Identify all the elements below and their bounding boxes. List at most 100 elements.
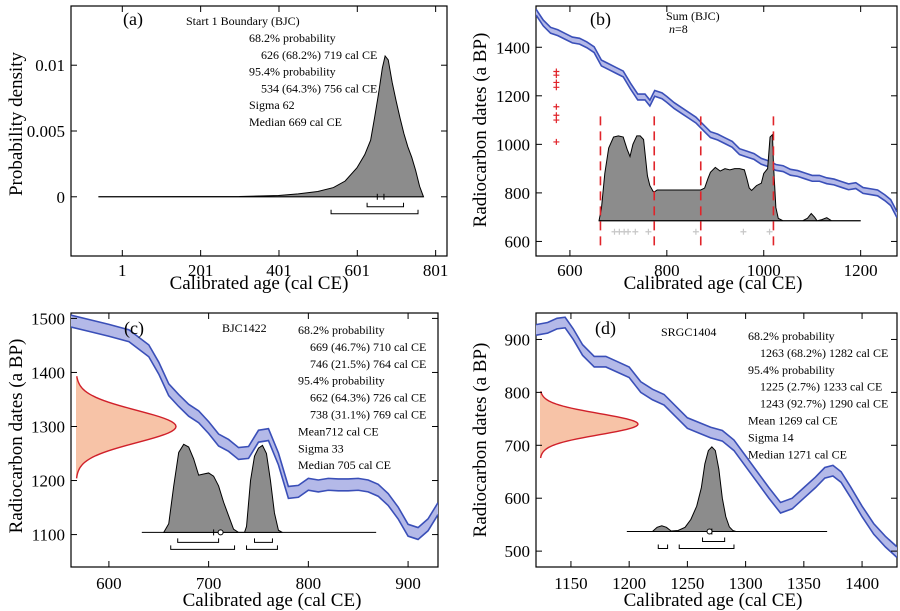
panel-d-annotation-line: Mean 1269 cal CE — [748, 414, 838, 428]
panel-c-calibration-lower — [71, 326, 438, 541]
panel-d-annotation-line: 1225 (2.7%) 1233 cal CE — [760, 380, 882, 394]
panel-d-annotation-line: 1263 (68.2%) 1282 cal CE — [760, 346, 888, 360]
panel-a-title: Start 1 Boundary (BJC) — [186, 14, 300, 28]
panel-d-measured-date-curve — [539, 391, 639, 459]
panel-b-date-marker — [553, 79, 560, 86]
panel-a: 1 201 401 601 801 0 0.005 0.01 (a) Start 1 Boun… — [6, 5, 449, 294]
panel-d-title: SRGC1404 — [661, 325, 716, 339]
panel-b-y-tick-label: 1000 — [496, 135, 530, 154]
panel-b-x-tick-label: 1200 — [844, 261, 878, 280]
panel-c-95-range — [170, 545, 236, 550]
panel-d-calibration-band — [536, 317, 897, 558]
panel-a-annotation-line: Sigma 62 — [249, 98, 295, 112]
panel-d-calibration-lower — [536, 326, 897, 559]
panel-b-tag: (b) — [590, 9, 611, 30]
panel-b-date-marker — [553, 112, 560, 119]
panel-c-annotation-line: 738 (31.1%) 769 cal CE — [310, 408, 426, 422]
panel-d-x-tick-label: 1300 — [729, 574, 763, 593]
panel-c-tag: (c) — [124, 318, 144, 339]
panel-a-x-tick-label: 401 — [266, 261, 292, 280]
panel-b: 600 800 1000 1200 600 800 1000 1200 1400 (b) Sum… — [470, 5, 898, 294]
panel-b-range-marker — [625, 228, 632, 235]
panel-c-annotation-line: 669 (46.7%) 710 cal CE — [310, 340, 426, 354]
panel-b-date-marker — [553, 138, 560, 145]
panel-c-clipped — [71, 314, 438, 550]
panel-d-x-tick-label: 1200 — [612, 574, 646, 593]
panel-c: 600 700 800 900 1100 1200 1300 1400 1500 (c) BJC… — [6, 309, 439, 611]
panel-b-date-marker — [553, 68, 560, 75]
panel-c-x-tick-label: 800 — [296, 574, 322, 593]
panel-c-annotation-line: 95.4% probability — [298, 374, 385, 388]
panel-d-95-range — [657, 544, 669, 550]
panel-b-title: Sum (BJC) — [666, 9, 720, 23]
panel-b-x-tick-label: 1000 — [747, 261, 781, 280]
panel-d-y-tick-label: 900 — [505, 330, 531, 349]
panel-b-y-axis-title: Radiocarbon dates (a BP) — [470, 33, 491, 228]
panel-d-68-range — [702, 537, 726, 543]
panel-c-plot: 600 700 800 900 1100 1200 1300 1400 1500 — [31, 309, 439, 593]
panel-a-y-axis-title: Probability density — [6, 51, 27, 196]
panel-b-y-tick-label: 1400 — [496, 38, 530, 57]
panel-b-x-tick-label: 600 — [557, 261, 583, 280]
panel-d-y-tick-label: 700 — [505, 436, 531, 455]
panel-b-range-marker — [632, 228, 639, 235]
panel-c-y-tick-label: 1100 — [32, 526, 65, 545]
panel-c-calibration-upper — [71, 314, 438, 529]
panel-d-mean-marker — [706, 528, 713, 535]
panel-a-annotation-line: Median 669 cal CE — [249, 115, 342, 129]
panel-c-x-tick-label: 900 — [395, 574, 421, 593]
panel-c-frame — [70, 312, 439, 568]
panel-c-annotation-line: Median 705 cal CE — [298, 458, 391, 472]
panel-b-x-axis-title: Calibrated age (cal CE) — [624, 273, 803, 294]
panel-a-y-tick-label: 0.005 — [27, 122, 65, 141]
panel-d-x-tick-label: 1250 — [670, 574, 704, 593]
panel-c-mean-marker — [217, 529, 224, 536]
panel-c-y-tick-label: 1200 — [31, 472, 65, 491]
panel-b-date-marker — [553, 103, 560, 110]
panel-b-range-marker — [645, 228, 652, 235]
panel-c-y-tick-label: 1300 — [31, 417, 65, 436]
panel-c-annotation-line: Mean712 cal CE — [298, 424, 379, 438]
panel-d: 1150 1200 1250 1300 1350 1400500600700800900 … — [470, 312, 898, 611]
panel-d-measured-date-fill — [540, 391, 638, 458]
panel-b-clipped — [536, 8, 897, 249]
panel-a-annotation-line: 95.4% probability — [249, 65, 336, 79]
panel-d-annotation-line: 68.2% probability — [748, 329, 835, 343]
panel-b-y-tick-label: 800 — [505, 184, 531, 203]
panel-d-annotation-line: 1243 (92.7%) 1290 cal CE — [760, 397, 888, 411]
panel-b-calibration-lower — [536, 14, 897, 219]
panel-c-y-axis-title: Radiocarbon dates (a BP) — [6, 339, 27, 534]
panel-b-range-marker — [766, 228, 773, 235]
panel-a-distribution — [98, 54, 425, 198]
panel-a-x-axis-title: Calibrated age (cal CE) — [170, 273, 349, 294]
panel-b-x-tick-label: 800 — [654, 261, 680, 280]
panel-d-tag: (d) — [595, 318, 616, 339]
panel-d-clipped — [536, 316, 897, 559]
panel-b-frame — [535, 5, 898, 257]
panel-b-plot: 600 800 1000 1200 600 800 1000 1200 1400 — [496, 5, 898, 280]
panel-b-calibration-upper — [536, 8, 897, 213]
panel-b-y-tick-label: 1200 — [496, 87, 530, 106]
panel-c-annotation: 68.2% probability 669 (46.7%) 710 cal CE 7… — [298, 323, 426, 472]
panel-c-y-tick-label: 1500 — [31, 309, 65, 328]
panel-d-annotation-line: 95.4% probability — [748, 363, 835, 377]
panel-c-annotation-line: 68.2% probability — [298, 323, 385, 337]
panel-d-plot: 1150 1200 1250 1300 1350 1400 500 600 700 800 900 — [505, 312, 898, 593]
panel-a-x-tick-label: 1 — [118, 261, 127, 280]
panel-a-y-tick-label: 0 — [57, 188, 66, 207]
panel-d-y-tick-label: 500 — [505, 542, 531, 561]
panel-c-distribution — [162, 443, 283, 533]
panel-c-annotation-line: Sigma 33 — [298, 441, 344, 455]
panel-d-annotation: 68.2% probability 1263 (68.2%) 1282 cal C… — [748, 329, 888, 461]
panel-d-calibration-upper — [536, 316, 897, 548]
panel-c-title: BJC1422 — [222, 321, 267, 335]
panel-a-x-tick-label: 801 — [423, 261, 449, 280]
panel-d-y-axis-title: Radiocarbon dates (a BP) — [470, 343, 491, 538]
panel-a-68-range — [366, 202, 405, 208]
panel-c-annotation-line: 662 (64.3%) 726 cal CE — [310, 391, 426, 405]
panel-d-y-tick-label: 600 — [505, 489, 531, 508]
panel-d-annotation-line: Sigma 14 — [748, 430, 794, 444]
panel-c-y-tick-label: 1400 — [31, 363, 65, 382]
panel-c-x-tick-label: 600 — [96, 574, 122, 593]
